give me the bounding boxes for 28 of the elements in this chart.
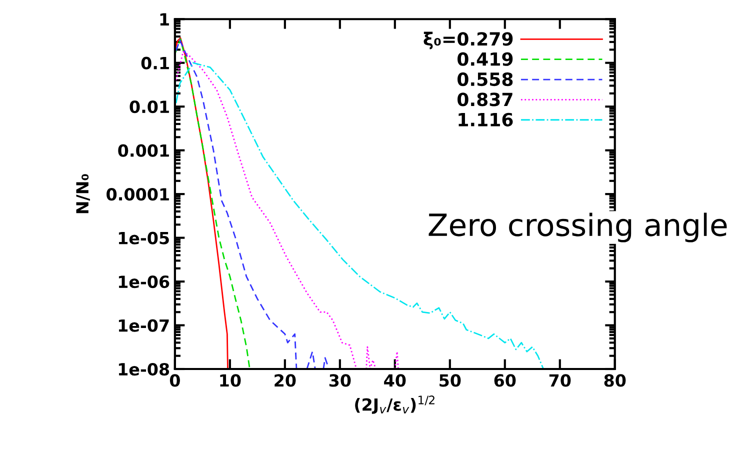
x-tick-label: 20 <box>274 374 296 387</box>
x-tick-label: 40 <box>384 374 406 387</box>
y-tick-label: 0.01 <box>130 100 169 114</box>
legend-label: 0.837 <box>458 92 512 106</box>
legend-label: 0.419 <box>458 52 513 66</box>
annotation: Zero crossing angle <box>428 212 727 242</box>
x-tick-label: 80 <box>604 374 626 387</box>
x-tick-label: 10 <box>220 374 241 387</box>
legend-label: 1.116 <box>458 112 513 126</box>
y-tick-label: 0.0001 <box>106 188 169 201</box>
y-tick-label: 0.001 <box>118 144 169 157</box>
line-series <box>174 38 250 370</box>
x-tick-label: 0 <box>170 374 180 387</box>
x-tick-label: 70 <box>549 374 571 387</box>
legend-label: ξ₀=0.279 <box>424 32 513 50</box>
y-tick-label: 1e-07 <box>118 319 169 332</box>
y-axis-title: N/N₀ <box>76 174 90 214</box>
y-tick-label: 1e-06 <box>118 275 170 288</box>
x-tick-label: 60 <box>494 374 516 387</box>
legend-label: 0.558 <box>458 72 513 86</box>
y-tick-label: 1 <box>160 13 169 26</box>
y-tick-label: 0.1 <box>141 56 169 70</box>
x-tick-label: 50 <box>440 374 461 387</box>
y-tick-label: 1e-08 <box>118 362 170 376</box>
x-axis-title: (2J$_{v}$/ε$_{v}$)$^{1/2}$ <box>355 396 434 414</box>
line-series <box>174 37 228 370</box>
x-tick-label: 30 <box>329 374 351 387</box>
y-tick-label: 1e-05 <box>118 232 169 244</box>
